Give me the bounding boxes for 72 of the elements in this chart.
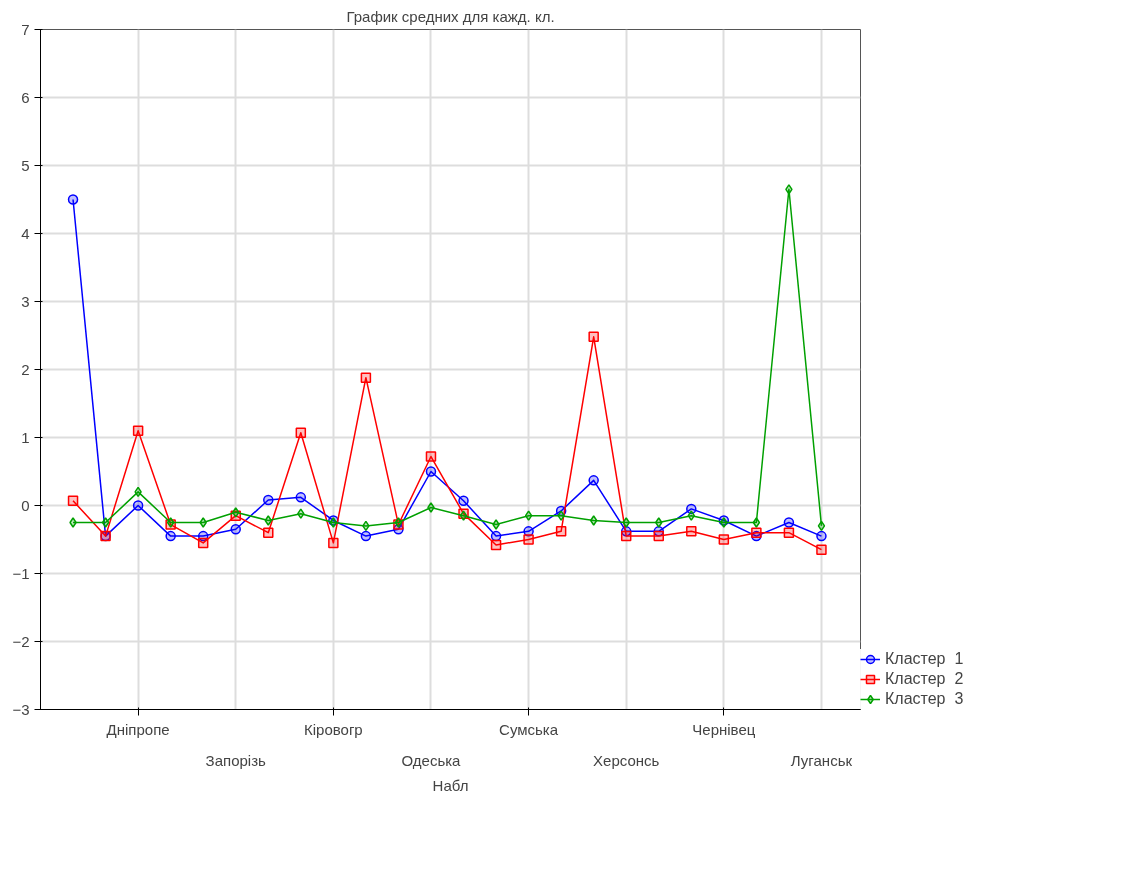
point (492, 519, 500, 530)
point (588, 331, 599, 343)
point (687, 510, 696, 521)
point (199, 517, 207, 528)
point (360, 530, 372, 542)
y-tick-label: 2 (21, 360, 30, 378)
point (264, 515, 273, 526)
point (785, 184, 793, 195)
point (816, 544, 827, 555)
point (783, 527, 795, 538)
point (132, 425, 144, 436)
point (197, 537, 209, 549)
y-tick-label: −1 (12, 564, 30, 582)
point (425, 466, 437, 477)
point (458, 495, 469, 506)
x-tick-label: Чернівец (692, 720, 756, 738)
point (523, 534, 534, 545)
chart-title: График средних для кажд. кл. (346, 7, 555, 25)
point (328, 537, 339, 549)
point (490, 539, 502, 551)
y-tick-label: 5 (21, 156, 30, 174)
x-axis-title: Набл (432, 776, 469, 794)
point (817, 520, 826, 532)
point (165, 530, 176, 542)
y-tick-label: 1 (21, 428, 30, 446)
x-tick-label: Дніпропе (106, 720, 170, 738)
point (751, 527, 762, 538)
x-tick-label: Запорізь (205, 751, 267, 769)
point (297, 508, 305, 519)
x-tick-label: Луганськ (790, 751, 853, 769)
y-tick-label: −2 (12, 632, 30, 650)
point (557, 510, 565, 521)
y-tick-label: 0 (21, 496, 30, 514)
point (620, 530, 632, 542)
point (589, 515, 598, 526)
point (360, 372, 372, 383)
x-tick-label: Херсонсь (593, 751, 660, 769)
y-tick-label: 3 (21, 292, 30, 310)
point (524, 510, 533, 521)
y-tick-label: 7 (21, 20, 30, 38)
point (230, 524, 241, 535)
point (555, 526, 567, 537)
x-tick-label: Кіровогр (304, 720, 363, 738)
x-tick-label: Одеська (401, 751, 462, 769)
x-tick-label: Сумська (499, 720, 559, 738)
point (67, 194, 79, 205)
point (67, 495, 79, 506)
point (653, 530, 664, 542)
y-tick-label: 6 (21, 88, 30, 106)
point (295, 427, 307, 438)
point (655, 517, 663, 528)
legend-label: Кластер 1 (885, 650, 964, 668)
point (263, 494, 274, 506)
legend-label: Кластер 2 (885, 670, 964, 688)
point (425, 451, 437, 462)
point (263, 527, 274, 538)
point (783, 517, 795, 528)
point (132, 500, 144, 511)
y-tick-label: 4 (21, 224, 30, 242)
point (686, 526, 697, 537)
point (816, 530, 827, 542)
point (752, 517, 761, 528)
point (101, 517, 110, 528)
point (490, 530, 502, 542)
point (588, 475, 599, 486)
point (69, 517, 77, 528)
point (427, 502, 435, 513)
legend-label: Кластер 3 (885, 690, 964, 708)
point (295, 492, 307, 503)
point (718, 534, 730, 545)
point (622, 517, 630, 528)
y-tick-label: −3 (12, 700, 30, 718)
